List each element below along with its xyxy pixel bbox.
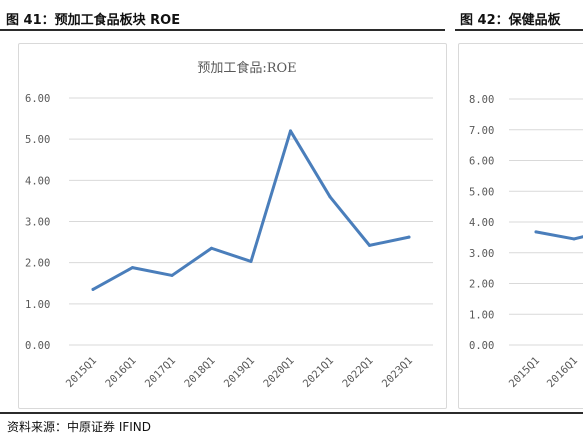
data-point xyxy=(534,230,538,234)
series-line xyxy=(91,129,411,291)
y-tick-label: 2.00 xyxy=(25,258,50,270)
header-rule-left xyxy=(0,29,445,31)
y-tick-label: 1.00 xyxy=(25,299,50,311)
figure-42-title: 图 42：保健品板 xyxy=(460,13,561,28)
x-tick-label: 2017Q1 xyxy=(143,355,178,390)
x-tick-label: 2015Q1 xyxy=(507,355,542,390)
x-tick-label: 2016Q1 xyxy=(545,355,580,390)
source-note: 资料来源：中原证券 IFIND xyxy=(7,420,152,434)
data-point xyxy=(170,273,174,277)
data-point xyxy=(572,237,576,241)
y-tick-label: 3.00 xyxy=(469,248,494,260)
chart-panel-roe: 预加工食品:ROE 0.00 1.00 2.00 3.00 4.00 5.00 6.00 20… xyxy=(18,43,447,409)
data-point xyxy=(328,195,332,199)
y-tick-label: 3.00 xyxy=(25,217,50,229)
y-tick-label: 0.00 xyxy=(25,340,50,352)
header-rule-right xyxy=(455,29,583,31)
data-point xyxy=(249,259,253,263)
x-tick-label: 2015Q1 xyxy=(64,355,99,390)
y-tick-label: 4.00 xyxy=(25,175,50,187)
data-point xyxy=(407,235,411,239)
x-tick-label: 2019Q1 xyxy=(222,355,257,390)
x-tick-label: 2016Q1 xyxy=(103,355,138,390)
x-tick-label: 2020Q1 xyxy=(261,355,296,390)
series-line xyxy=(534,230,583,241)
y-tick-label: 1.00 xyxy=(469,309,494,321)
health-line-chart: 0.00 1.00 2.00 3.00 4.00 5.00 6.00 7.00 8.00 2015… xyxy=(469,94,583,390)
data-point xyxy=(289,129,292,133)
y-tick-label: 2.00 xyxy=(469,279,494,291)
y-tick-label: 6.00 xyxy=(469,156,494,168)
y-tick-label: 5.00 xyxy=(469,186,494,198)
y-tick-label: 4.00 xyxy=(469,217,494,229)
chart-panel-health: 0.00 1.00 2.00 3.00 4.00 5.00 6.00 7.00 8.00 2015… xyxy=(458,43,583,409)
roe-line-chart: 预加工食品:ROE 0.00 1.00 2.00 3.00 4.00 5.00 6.00 20… xyxy=(25,60,433,390)
y-tick-label: 0.00 xyxy=(469,340,494,352)
data-point xyxy=(91,287,95,291)
data-point xyxy=(210,246,213,250)
y-tick-label: 5.00 xyxy=(25,134,50,146)
data-point xyxy=(131,266,134,270)
figure-41-title: 图 41：预加工食品板块 ROE xyxy=(6,13,181,28)
footer-rule xyxy=(0,412,583,414)
y-tick-label: 7.00 xyxy=(469,125,494,137)
y-tick-label: 8.00 xyxy=(469,94,494,106)
x-tick-label: 2022Q1 xyxy=(340,355,375,390)
chart-title: 预加工食品:ROE xyxy=(197,60,296,76)
y-tick-label: 6.00 xyxy=(25,93,50,105)
data-point xyxy=(368,243,371,247)
x-tick-label: 2023Q1 xyxy=(380,355,415,390)
x-tick-label: 2021Q1 xyxy=(301,355,336,390)
x-tick-label: 2018Q1 xyxy=(182,355,217,390)
